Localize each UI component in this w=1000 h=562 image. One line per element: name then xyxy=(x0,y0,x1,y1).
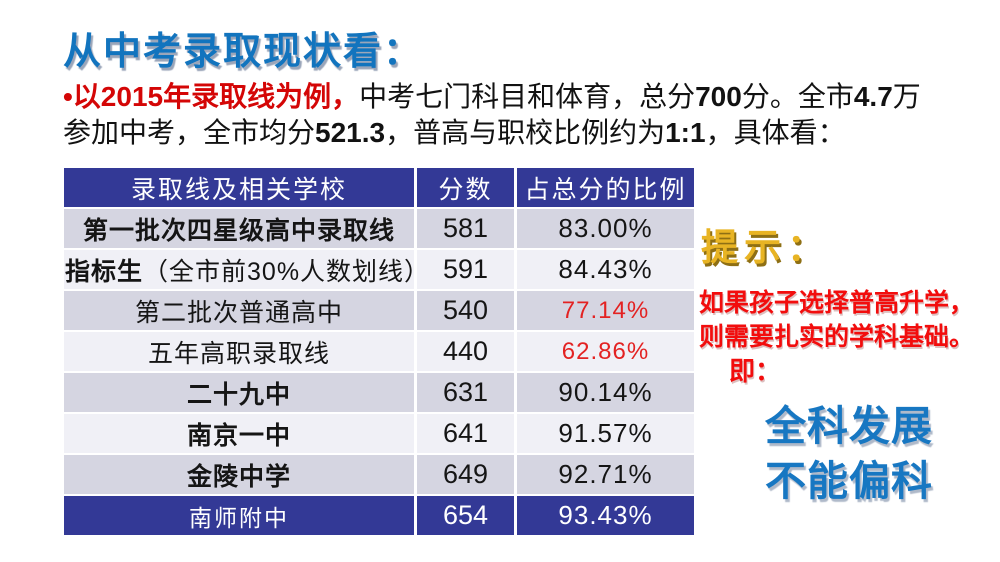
hint-label: 提示： xyxy=(701,227,830,268)
table-row: 第一批次四星级高中录取线 581 83.00% xyxy=(64,209,694,248)
intro-segment: 分。全市 xyxy=(741,81,854,112)
school-name: 第二批次普通高中 xyxy=(134,298,343,327)
admission-score-table: 录取线及相关学校 分数 占总分的比例 第一批次四星级高中录取线 581 83.00%… xyxy=(64,168,694,537)
advice-line: 如果孩子选择普高升学， xyxy=(699,289,975,317)
school-cell: 南师附中 xyxy=(64,496,414,535)
table-row: 金陵中学 649 92.71% xyxy=(64,455,694,494)
intro-segment: ，具体看： xyxy=(705,117,846,148)
score-cell: 440 xyxy=(417,332,514,371)
school-name-bold: 南京一中 xyxy=(186,421,291,450)
school-name-bold: 金陵中学 xyxy=(186,462,291,491)
table-row: 第二批次普通高中 540 77.14% xyxy=(64,291,694,330)
school-name-bold: 二十九中 xyxy=(186,380,291,409)
header-cell-ratio: 占总分的比例 xyxy=(517,168,694,207)
score-cell: 631 xyxy=(417,373,514,412)
ratio-cell: 77.14% xyxy=(517,291,694,330)
intro-segment: 4.7 xyxy=(853,81,893,112)
intro-segment: 万 xyxy=(892,81,921,112)
score-cell: 591 xyxy=(417,250,514,289)
intro-segment: ，普高与职校比例约为 xyxy=(385,117,666,148)
score-cell: 649 xyxy=(417,455,514,494)
intro-paragraph: •以2015年录取线为例，中考七门科目和体育，总分700分。全市4.7万 参加中考… xyxy=(63,79,993,151)
school-cell: 指标生 （全市前30%人数划线） xyxy=(64,250,414,289)
ratio-cell: 90.14% xyxy=(517,373,694,412)
intro-segment: 521.3 xyxy=(315,117,386,148)
score-cell: 654 xyxy=(417,496,514,535)
table-row: 五年高职录取线 440 62.86% xyxy=(64,332,694,371)
score-cell: 581 xyxy=(417,209,514,248)
intro-segment: 中考七门科目和体育，总分 xyxy=(359,81,696,112)
ratio-cell: 92.71% xyxy=(517,455,694,494)
page-title: 从中考录取现状看： xyxy=(63,31,424,73)
school-cell: 五年高职录取线 xyxy=(64,332,414,371)
score-cell: 540 xyxy=(417,291,514,330)
ratio-cell: 62.86% xyxy=(517,332,694,371)
advice-text: 如果孩子选择普高升学， 则需要扎实的学科基础。 即： xyxy=(699,286,974,388)
header-cell-score: 分数 xyxy=(417,168,514,207)
intro-line: •以2015年录取线为例，中考七门科目和体育，总分700分。全市4.7万 xyxy=(63,79,993,115)
ratio-cell: 91.57% xyxy=(517,414,694,453)
advice-line: 则需要扎实的学科基础。 xyxy=(699,323,975,351)
score-cell: 641 xyxy=(417,414,514,453)
school-name-bold: 指标生 xyxy=(65,257,144,286)
conclusion-line: 全科发展 xyxy=(765,403,933,449)
school-name: （全市前30%人数划线） xyxy=(143,257,414,286)
school-cell: 二十九中 xyxy=(64,373,414,412)
school-cell: 第一批次四星级高中录取线 xyxy=(64,209,414,248)
intro-segment: 1:1 xyxy=(665,117,706,148)
school-name: 五年高职录取线 xyxy=(147,339,330,368)
ratio-cell: 83.00% xyxy=(517,209,694,248)
table-body: 第一批次四星级高中录取线 581 83.00% 指标生 （全市前30%人数划线） 591 8… xyxy=(64,209,694,535)
conclusion-text: 全科发展 不能偏科 xyxy=(716,399,982,509)
ratio-cell: 93.43% xyxy=(517,496,694,535)
intro-line: 参加中考，全市均分521.3，普高与职校比例约为1:1，具体看： xyxy=(63,115,993,151)
intro-segment: 700 xyxy=(695,81,742,112)
school-cell: 第二批次普通高中 xyxy=(64,291,414,330)
school-cell: 金陵中学 xyxy=(64,455,414,494)
school-name: 南师附中 xyxy=(189,504,289,531)
header-cell-school: 录取线及相关学校 xyxy=(64,168,414,207)
table-row: 指标生 （全市前30%人数划线） 591 84.43% xyxy=(64,250,694,289)
advice-line: 即： xyxy=(729,356,782,386)
school-name-bold: 第一批次四星级高中录取线 xyxy=(82,216,395,245)
table-header-row: 录取线及相关学校 分数 占总分的比例 xyxy=(64,168,694,207)
school-cell: 南京一中 xyxy=(64,414,414,453)
ratio-cell: 84.43% xyxy=(517,250,694,289)
table-row: 二十九中 631 90.14% xyxy=(64,373,694,412)
conclusion-line: 不能偏科 xyxy=(765,458,933,504)
table-row: 南师附中 654 93.43% xyxy=(64,496,694,535)
intro-segment: •以2015年录取线为例， xyxy=(63,81,360,112)
intro-segment: 参加中考，全市均分 xyxy=(63,117,316,148)
table-row: 南京一中 641 91.57% xyxy=(64,414,694,453)
